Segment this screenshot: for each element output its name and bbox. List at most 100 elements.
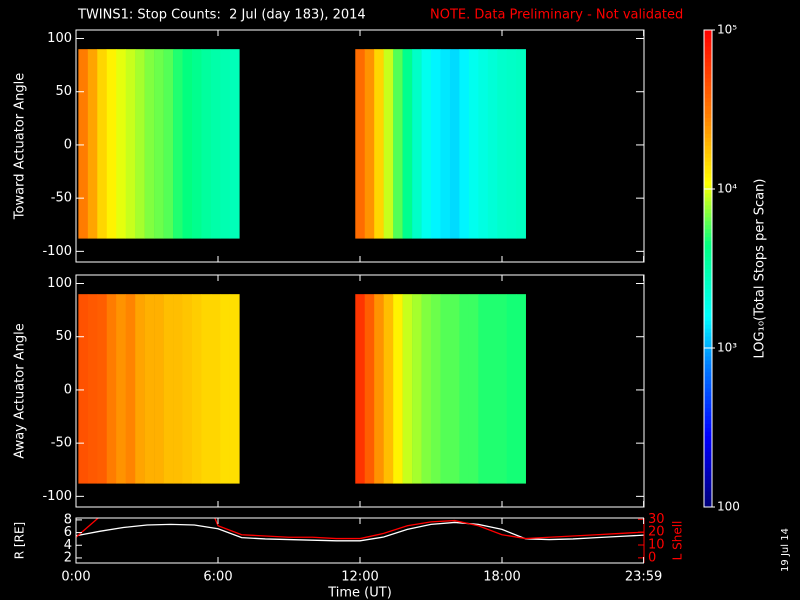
colorbar-slice bbox=[704, 177, 712, 182]
y-tick-label: 0 bbox=[64, 382, 72, 397]
x-tick-label: 6:00 bbox=[203, 570, 232, 585]
heat-cell bbox=[412, 294, 422, 484]
x-tick-label: 12:00 bbox=[341, 570, 378, 585]
heat-cell bbox=[431, 294, 441, 484]
heat-cell bbox=[97, 49, 108, 239]
heat-cell bbox=[144, 49, 155, 239]
heat-cell bbox=[154, 49, 164, 239]
series-line bbox=[76, 521, 644, 542]
colorbar-slice bbox=[704, 216, 712, 222]
colorbar-slice bbox=[704, 367, 712, 373]
colorbar-slice bbox=[704, 45, 712, 51]
colorbar-slice bbox=[704, 351, 712, 357]
y-tick-label: -50 bbox=[51, 436, 72, 451]
heat-cell bbox=[487, 294, 498, 484]
heat-cell bbox=[459, 294, 470, 484]
y-axis-label: Toward Actuator Angle bbox=[13, 73, 28, 220]
heat-cell bbox=[182, 49, 193, 239]
colorbar-slice bbox=[704, 236, 712, 242]
colorbar-slice bbox=[704, 348, 712, 353]
colorbar-slice bbox=[704, 57, 712, 63]
colorbar-slice bbox=[704, 375, 712, 381]
colorbar-slice bbox=[704, 344, 712, 349]
x-tick-label: 23:59 bbox=[625, 570, 662, 585]
colorbar-slice bbox=[704, 141, 712, 146]
y-axis-label: Away Actuator Angle bbox=[13, 323, 28, 458]
y-axis-label: R [RE] bbox=[13, 522, 27, 559]
heat-cell bbox=[449, 294, 460, 484]
colorbar-slice bbox=[704, 479, 712, 484]
heat-cell bbox=[78, 49, 89, 239]
colorbar-slice bbox=[704, 280, 712, 285]
colorbar-slice bbox=[704, 391, 712, 397]
heat-cell bbox=[163, 49, 174, 239]
heat-cell bbox=[163, 294, 174, 484]
colorbar-slice bbox=[704, 61, 712, 67]
colorbar-slice bbox=[704, 371, 712, 377]
colorbar-slice bbox=[704, 165, 712, 170]
colorbar-slice bbox=[704, 312, 712, 317]
y-tick-label: 50 bbox=[55, 329, 72, 344]
y2-axis-label: L Shell bbox=[671, 521, 685, 561]
colorbar-slice bbox=[704, 224, 712, 230]
colorbar-slice bbox=[704, 93, 712, 99]
colorbar-slice bbox=[704, 403, 712, 409]
heat-cell bbox=[125, 49, 136, 239]
colorbar-slice bbox=[704, 284, 712, 289]
colorbar-slice bbox=[704, 228, 712, 234]
colorbar-slice bbox=[704, 288, 712, 293]
colorbar-slice bbox=[704, 407, 712, 413]
y2-tick-label: 20 bbox=[648, 525, 665, 540]
heat-cell bbox=[393, 49, 403, 239]
colorbar-tick-label: 10⁵ bbox=[717, 23, 737, 37]
heat-cell bbox=[191, 49, 202, 239]
heat-cell bbox=[173, 294, 183, 484]
colorbar-slice bbox=[704, 459, 712, 464]
colorbar-slice bbox=[704, 411, 712, 417]
heat-cell bbox=[487, 49, 498, 239]
heat-cell bbox=[355, 49, 366, 239]
colorbar-slice bbox=[704, 423, 712, 428]
heat-cell bbox=[478, 49, 489, 239]
heat-cell bbox=[412, 49, 422, 239]
heat-cell bbox=[154, 294, 164, 484]
heat-cell bbox=[506, 49, 517, 239]
colorbar-slice bbox=[704, 244, 712, 250]
heat-cell bbox=[506, 294, 517, 484]
colorbar-slice bbox=[704, 455, 712, 460]
heat-cell bbox=[497, 294, 508, 484]
y-tick-label: 4 bbox=[64, 538, 72, 553]
heat-cell bbox=[478, 294, 489, 484]
heat-cell bbox=[516, 49, 526, 239]
colorbar-slice bbox=[704, 260, 712, 266]
colorbar-slice bbox=[704, 65, 712, 71]
colorbar-slice bbox=[704, 483, 712, 488]
colorbar-slice bbox=[704, 232, 712, 238]
colorbar-slice bbox=[704, 379, 712, 385]
heat-cell bbox=[449, 49, 460, 239]
colorbar-slice bbox=[704, 451, 712, 456]
x-tick-label: 0:00 bbox=[61, 570, 90, 585]
colorbar-slice bbox=[704, 359, 712, 365]
chart-title: TWINS1: Stop Counts: 2 Jul (day 183), 20… bbox=[77, 8, 366, 23]
heat-cell bbox=[78, 294, 89, 484]
heat-cell bbox=[220, 294, 231, 484]
colorbar-slice bbox=[704, 105, 712, 110]
colorbar-slice bbox=[704, 69, 712, 75]
colorbar-slice bbox=[704, 475, 712, 480]
heat-cell bbox=[374, 49, 384, 239]
heat-cell bbox=[421, 49, 432, 239]
heat-cell bbox=[201, 294, 212, 484]
heat-cell bbox=[229, 294, 240, 484]
colorbar-slice bbox=[704, 49, 712, 55]
colorbar-label: LOG₁₀(Total Stops per Scan) bbox=[753, 179, 768, 359]
colorbar-slice bbox=[704, 77, 712, 83]
colorbar-slice bbox=[704, 399, 712, 405]
colorbar-slice bbox=[704, 336, 712, 341]
colorbar-slice bbox=[704, 121, 712, 126]
colorbar-slice bbox=[704, 109, 712, 114]
colorbar-slice bbox=[704, 157, 712, 162]
note: NOTE. Data Preliminary - Not validated bbox=[430, 8, 683, 23]
colorbar-slice bbox=[704, 324, 712, 329]
